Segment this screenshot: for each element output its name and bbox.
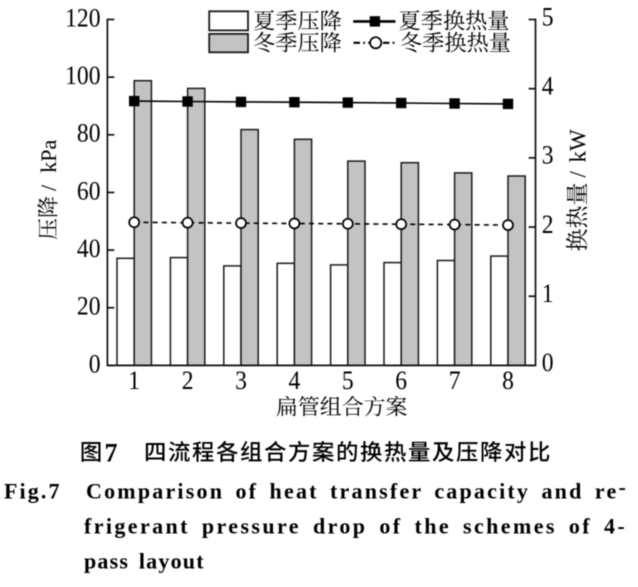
svg-text:100: 100	[65, 61, 100, 90]
svg-text:Fig.7: Fig.7	[4, 478, 62, 503]
svg-text:80: 80	[77, 119, 101, 148]
svg-text:0: 0	[542, 348, 554, 377]
svg-text:3: 3	[542, 141, 554, 170]
svg-text:2: 2	[542, 210, 554, 239]
svg-text:1: 1	[542, 279, 554, 308]
svg-text:frigerant pressure drop of the: frigerant pressure drop of the schemes o…	[84, 514, 627, 539]
svg-text:4: 4	[289, 366, 301, 395]
svg-text:/ kW: / kW	[565, 129, 590, 177]
svg-text:5: 5	[342, 366, 354, 395]
svg-text:Comparison of heat transfer ca: Comparison of heat transfer capacity and…	[86, 474, 628, 503]
svg-text:pass layout: pass layout	[84, 549, 205, 574]
svg-text:7: 7	[449, 366, 461, 395]
svg-text:60: 60	[77, 176, 101, 205]
svg-text:2: 2	[182, 366, 194, 395]
svg-text:0: 0	[89, 349, 101, 378]
svg-text:120: 120	[65, 3, 100, 32]
svg-text:20: 20	[77, 292, 101, 321]
svg-text:8: 8	[502, 366, 514, 395]
svg-text:/ kPa: / kPa	[36, 139, 61, 191]
svg-text:3: 3	[235, 366, 247, 395]
svg-text:7: 7	[105, 438, 118, 468]
svg-text:4: 4	[542, 71, 554, 100]
svg-text:40: 40	[77, 234, 101, 263]
svg-text:6: 6	[395, 366, 407, 395]
svg-text:1: 1	[128, 366, 140, 395]
svg-text:5: 5	[542, 2, 554, 31]
